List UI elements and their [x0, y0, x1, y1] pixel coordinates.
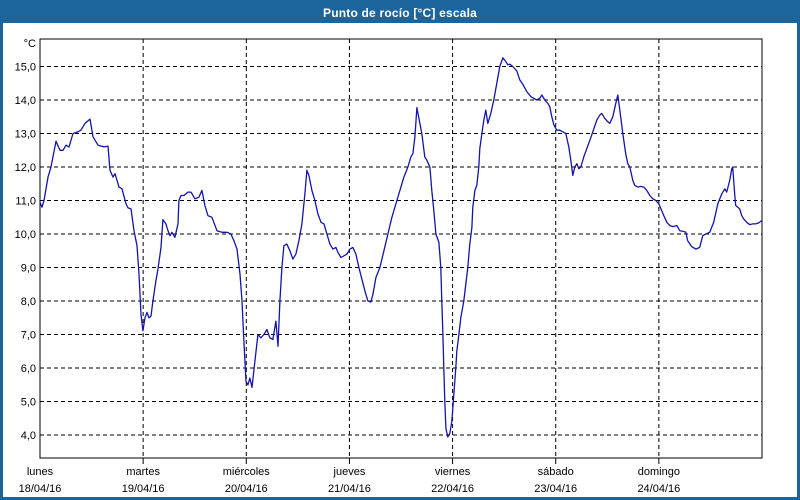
x-day-label: miércoles — [223, 466, 271, 478]
x-date-label: 18/04/16 — [19, 483, 62, 495]
x-day-label: lunes — [27, 466, 54, 478]
y-tick-label: 15,0 — [15, 62, 36, 74]
x-date-label: 24/04/16 — [637, 483, 680, 495]
x-day-label: jueves — [333, 466, 366, 478]
window-titlebar: Punto de rocío [°C] escala — [3, 3, 797, 23]
y-tick-label: 4,0 — [21, 430, 36, 442]
x-day-label: viernes — [435, 466, 471, 478]
plot-border — [39, 38, 763, 459]
dew-point-chart: 15,0 14,0 13,0 12,0 11,0 10,0 9,0 8,0 7,0 6,0 5,0 4… — [15, 38, 763, 495]
x-date-label: 20/04/16 — [225, 483, 268, 495]
y-tick-label: 6,0 — [21, 363, 36, 375]
x-date-label: 23/04/16 — [534, 483, 577, 495]
x-day-label: sábado — [538, 466, 574, 478]
y-tick-label: 14,0 — [15, 95, 36, 107]
window-title: Punto de rocío [°C] escala — [322, 6, 478, 20]
y-tick-label: 9,0 — [21, 263, 36, 275]
x-day-label: martes — [126, 466, 160, 478]
y-tick-label: 13,0 — [15, 129, 36, 141]
y-tick-label: 5,0 — [21, 397, 36, 409]
y-tick-label: 11,0 — [15, 196, 36, 208]
x-date-label: 22/04/16 — [431, 483, 474, 495]
y-tick-label: 7,0 — [21, 330, 36, 342]
y-tick-label: 10,0 — [15, 229, 36, 241]
x-day-label: domingo — [638, 466, 680, 478]
dew-point-line — [39, 57, 763, 438]
y-axis-unit-label: °C — [24, 38, 36, 50]
x-date-label: 21/04/16 — [328, 483, 371, 495]
y-tick-label: 8,0 — [21, 296, 36, 308]
x-date-label: 19/04/16 — [122, 483, 165, 495]
y-tick-label: 12,0 — [15, 162, 36, 174]
